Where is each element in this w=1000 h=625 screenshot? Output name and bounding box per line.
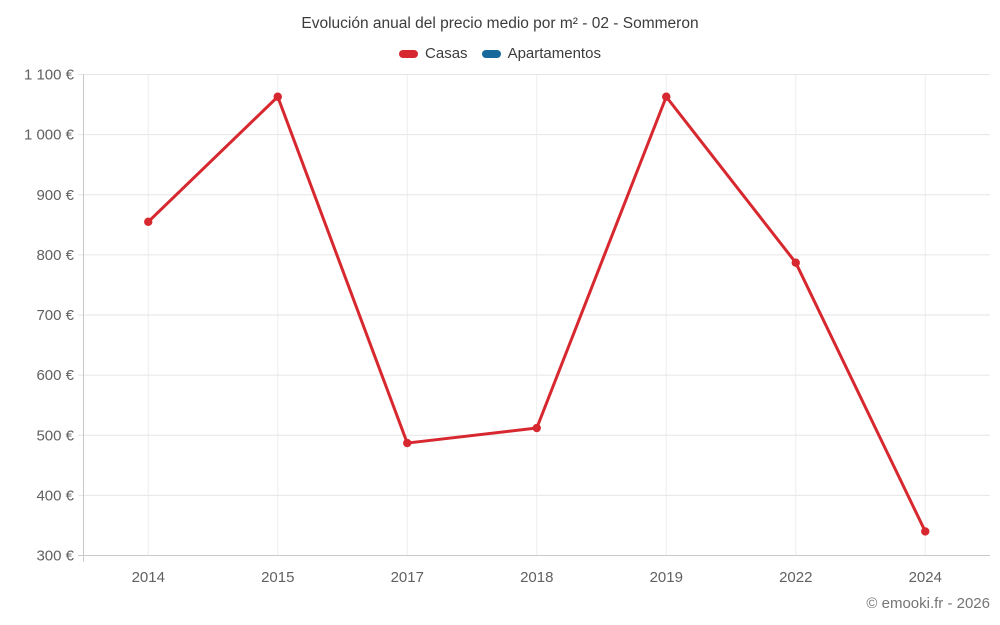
chart-title: Evolución anual del precio medio por m² … [301,15,699,32]
y-axis-label: 600 € [36,367,74,384]
data-point-casas-2018[interactable] [532,423,541,433]
data-point-casas-2019[interactable] [662,92,671,101]
data-point-casas-2022[interactable] [791,258,800,267]
y-axis-label: 800 € [36,247,74,264]
legend-label: Casas [425,45,468,62]
x-axis-label: 2015 [261,569,294,586]
y-axis-label: 500 € [36,427,74,444]
x-axis-label: 2018 [520,569,553,586]
chart-legend: Casas Apartamentos [0,45,1000,62]
y-axis-label: 900 € [36,187,74,204]
legend-item-apartamentos[interactable]: Apartamentos [481,45,601,62]
y-axis-label: 300 € [36,548,74,565]
y-axis-label: 1 000 € [24,127,75,144]
legend-label: Apartamentos [507,45,601,62]
x-axis-label: 2019 [650,569,683,586]
y-axis-label: 400 € [36,487,74,504]
x-axis-label: 2014 [132,569,165,586]
x-axis-label: 2017 [391,569,424,586]
y-axis-label: 700 € [36,307,74,324]
copyright-text: © emooki.fr - 2026 [866,595,990,612]
data-point-casas-2015[interactable] [273,92,282,101]
x-axis-label: 2022 [779,569,812,586]
legend-item-casas[interactable]: Casas [399,45,468,62]
data-point-casas-2017[interactable] [403,438,412,448]
data-point-casas-2024[interactable] [921,527,930,536]
data-point-casas-2014[interactable] [144,217,153,227]
y-axis-label: 1 100 € [24,67,75,84]
x-axis-label: 2024 [909,569,942,586]
legend-swatch-icon [399,49,419,58]
legend-swatch-icon [481,49,501,58]
